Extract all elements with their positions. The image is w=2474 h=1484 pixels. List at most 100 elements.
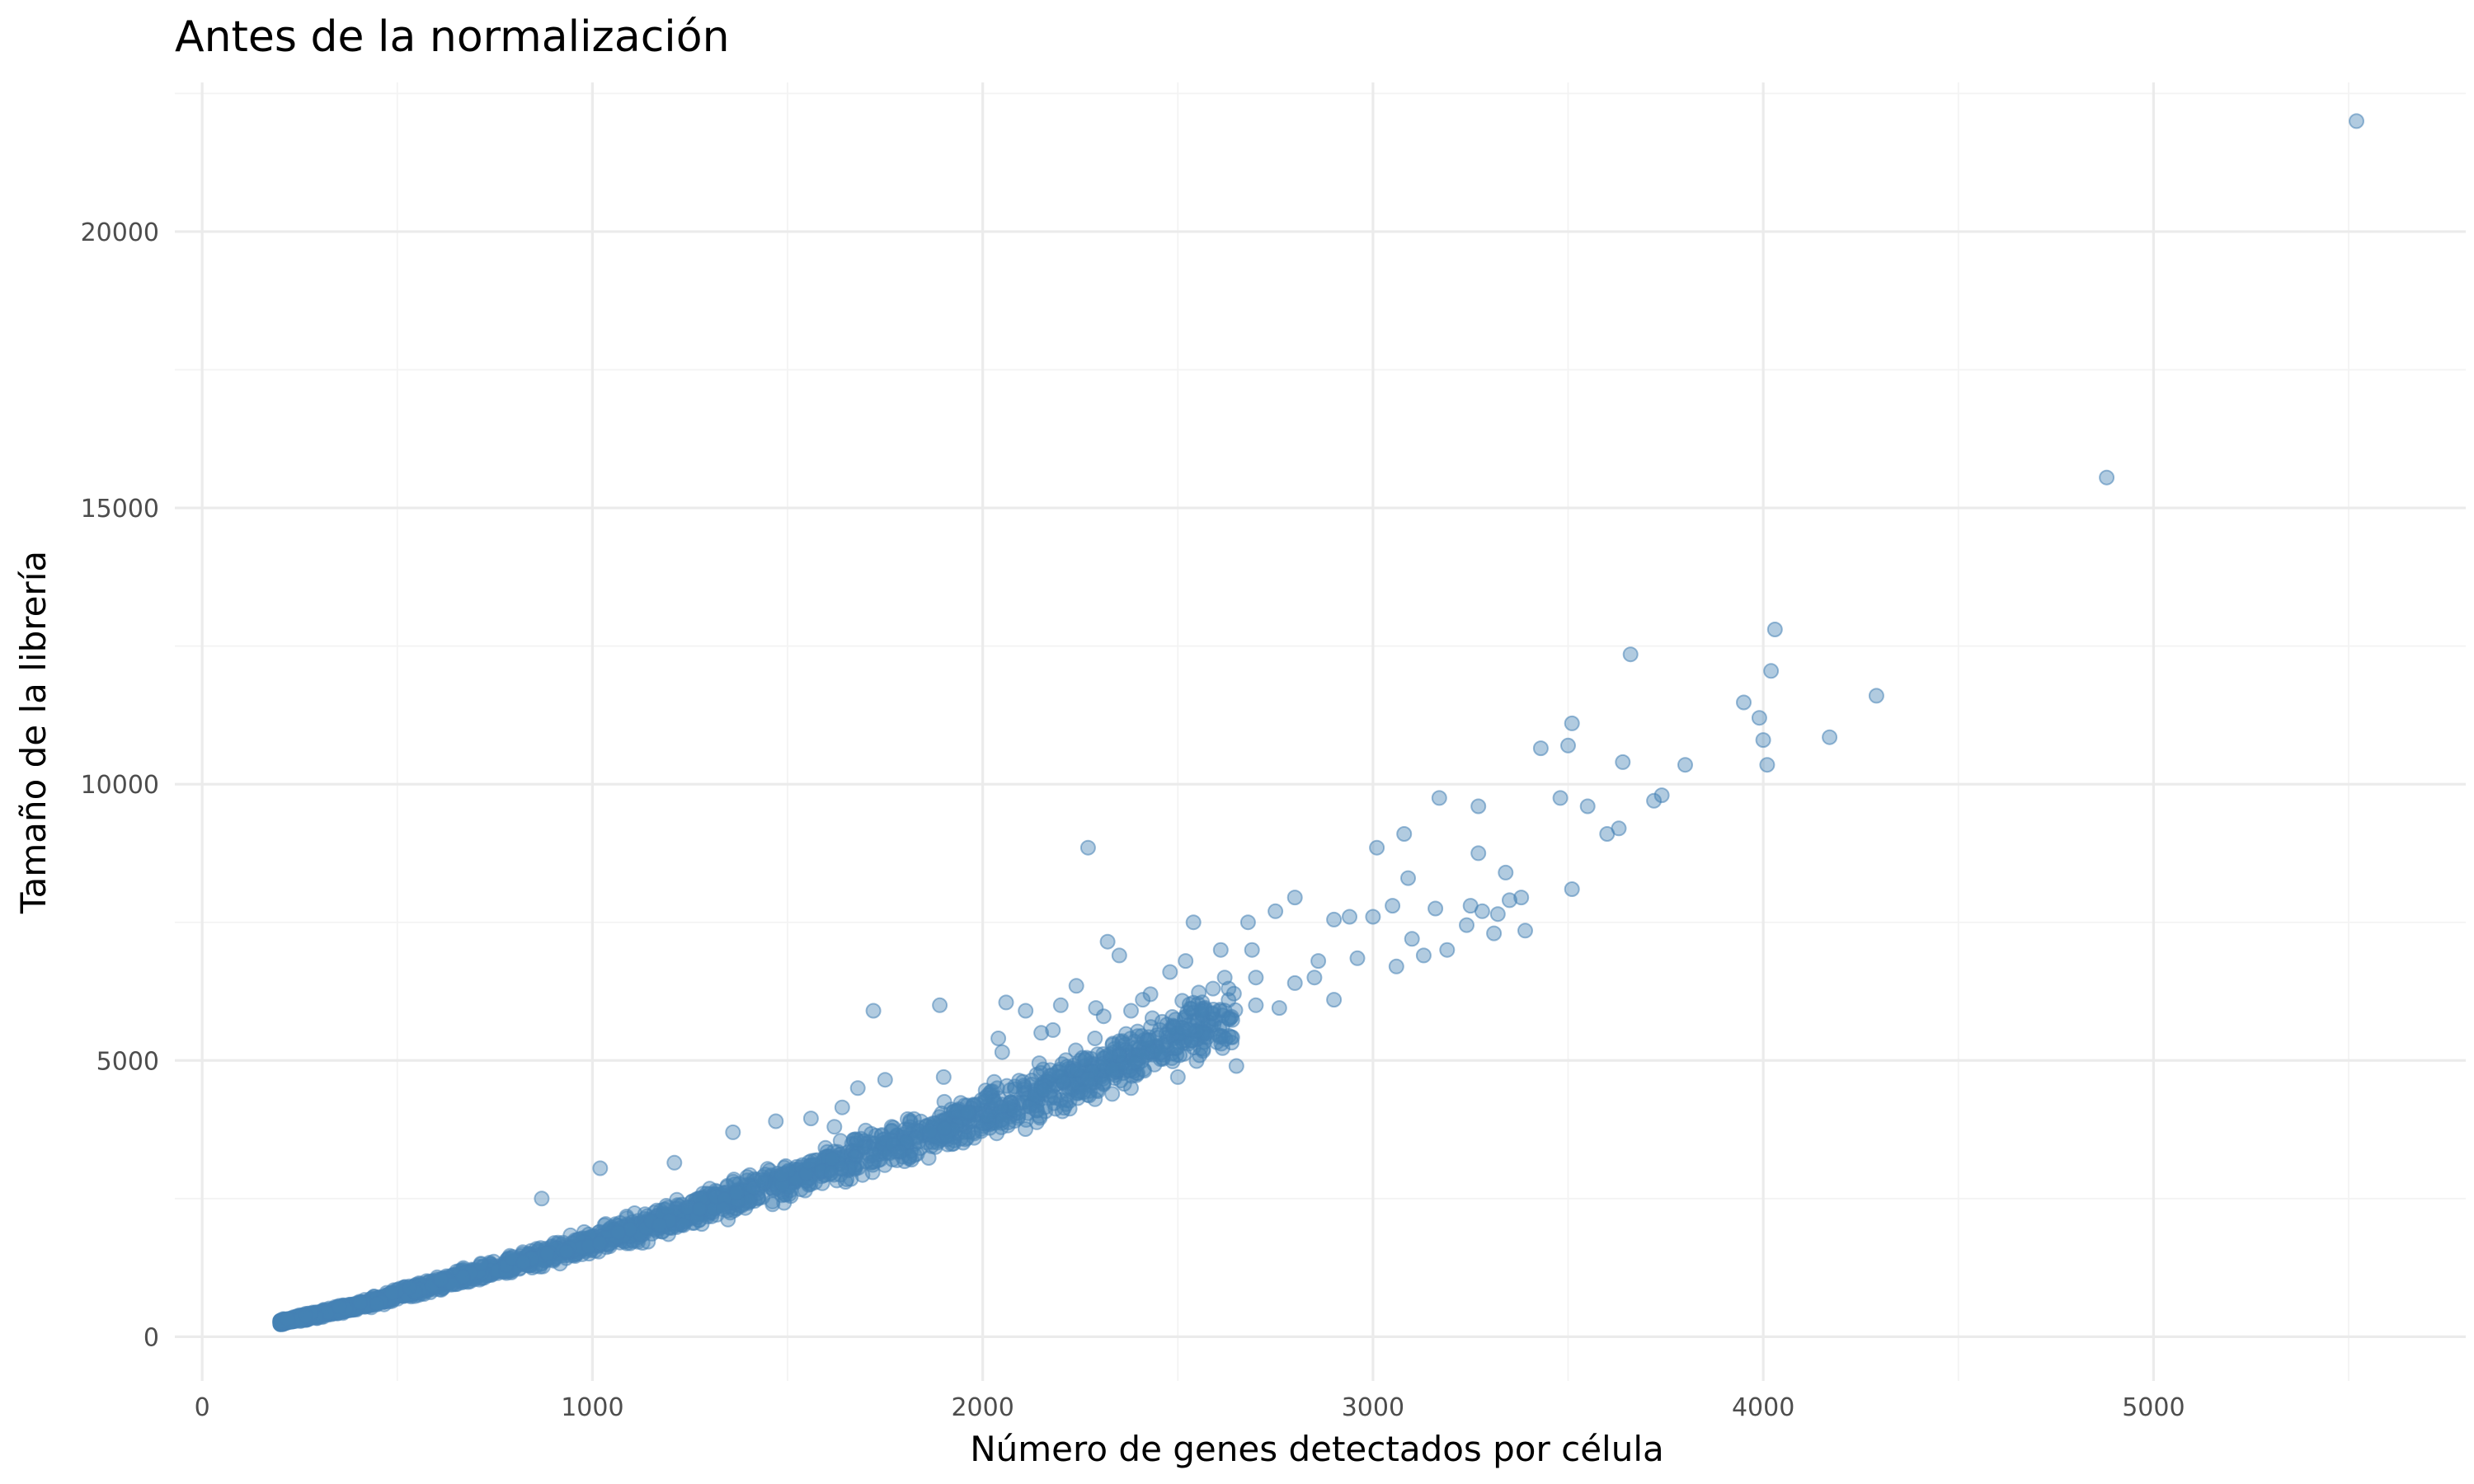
data-point [1579,798,1596,815]
data-point [932,997,948,1013]
data-point [1036,1082,1051,1098]
data-point [1400,870,1416,886]
data-point [1751,710,1767,726]
data-point [801,1154,817,1171]
data-point [1532,740,1549,757]
data-point [725,1124,741,1140]
y-axis-title: Tamaño de la librería [13,551,54,914]
data-point [1415,947,1432,964]
data-point [402,1280,417,1296]
data-point [675,1217,692,1233]
data-point [1560,737,1576,754]
data-point [1195,1043,1211,1059]
data-point [1498,864,1514,881]
data-point [823,1165,840,1181]
data-point [1102,1046,1118,1063]
data-point [1286,890,1303,906]
data-point [936,1093,952,1110]
data-point [1868,688,1884,704]
data-point [1369,839,1385,856]
data-point [774,1167,790,1183]
data-point [1564,715,1580,731]
x-tick-label: 2000 [951,1393,1014,1422]
data-point [877,1072,893,1088]
y-tick-label: 5000 [96,1047,159,1076]
data-point [1513,890,1530,906]
data-point [1217,1031,1234,1047]
data-point [715,1201,731,1218]
data-point [728,1185,745,1201]
y-tick-label: 0 [143,1323,159,1352]
data-point [1611,820,1627,837]
data-point [1552,790,1569,806]
data-point [331,1298,347,1315]
data-point [937,1120,952,1137]
data-point [1221,980,1237,997]
data-point [1126,1054,1143,1071]
data-point [1677,757,1693,773]
data-point [1244,942,1260,958]
data-point [1388,958,1404,974]
data-point [1365,909,1381,925]
data-point [849,1132,866,1148]
data-point [1431,790,1447,806]
data-point [279,1311,295,1327]
data-point [1018,1003,1034,1019]
data-point [1045,1021,1061,1038]
data-point [1049,1064,1065,1080]
data-point [1427,900,1444,917]
data-point [298,1308,313,1324]
data-point [534,1190,550,1207]
data-point [849,1080,866,1097]
data-point [1736,694,1752,711]
data-point [834,1099,850,1115]
data-point [1205,980,1221,997]
data-point [977,1089,994,1106]
data-point [979,1108,995,1125]
data-point [1052,997,1069,1013]
data-point [1615,754,1631,770]
data-point [1178,953,1194,970]
data-point [998,994,1014,1011]
data-point [1104,1061,1121,1078]
data-point [1385,898,1401,914]
data-point [1286,974,1303,991]
data-point [1068,978,1084,994]
data-point [865,1147,882,1163]
data-point [1168,1040,1184,1056]
data-point [2099,469,2115,486]
chart-title: Antes de la normalización [175,12,730,62]
data-point [1169,1068,1186,1085]
x-tick-label: 4000 [1732,1393,1794,1422]
data-point [922,1123,938,1139]
data-point [1326,992,1343,1008]
data-point [1517,923,1533,939]
data-point [433,1271,449,1288]
data-point [666,1154,683,1171]
data-point [1564,881,1580,897]
data-point [1763,663,1780,679]
data-point [1154,1013,1170,1030]
data-point [1142,986,1159,1003]
data-point [1342,909,1357,925]
data-point [995,1111,1011,1128]
data-point [1185,914,1202,931]
data-point [651,1217,667,1233]
data-point [1404,931,1420,947]
y-tick-label: 15000 [81,495,159,524]
data-point [960,1104,976,1120]
grid [175,82,2466,1381]
x-tick-label: 5000 [2122,1393,2185,1422]
data-point [990,1031,1007,1046]
data-point [1271,1000,1287,1017]
data-point [1349,950,1366,966]
data-point [1822,729,1838,745]
data-point [592,1160,609,1176]
data-point [868,1128,884,1144]
data-point [1489,906,1506,923]
data-point [598,1216,614,1233]
data-point [2349,113,2364,129]
data-point [1310,953,1327,970]
data-point [1031,1055,1047,1072]
data-point [1075,1084,1092,1101]
